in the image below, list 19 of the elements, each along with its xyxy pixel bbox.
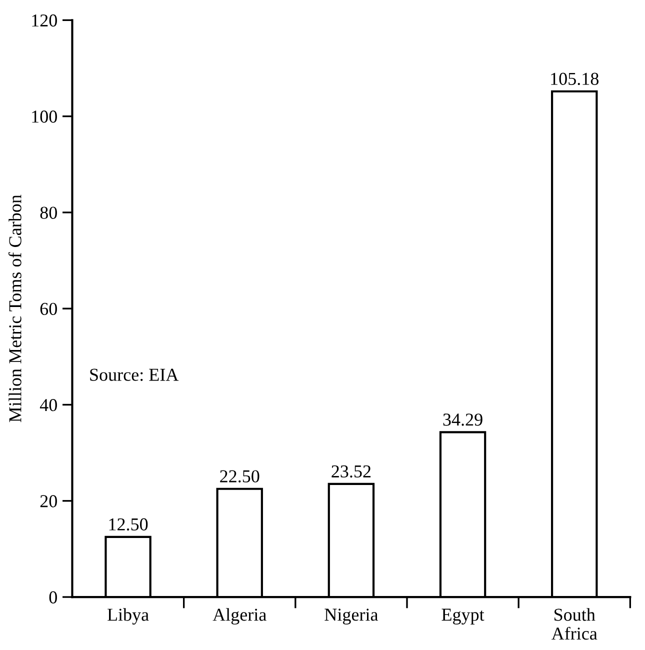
x-tick-label: Nigeria (324, 608, 378, 625)
annotation: Source: EIA (90, 368, 179, 381)
y-tick-label: 0 (49, 591, 57, 604)
y-tick-label: 20 (40, 495, 57, 508)
x-tick-label: South Africa (551, 608, 598, 640)
data-label: 34.29 (443, 414, 482, 426)
y-tick-label: 100 (32, 110, 57, 123)
y-tick-label: 60 (40, 302, 57, 316)
y-axis-title: Million Metric Toms of Carbon (8, 194, 22, 422)
y-tick-label: 40 (40, 398, 57, 412)
data-label: 12.50 (109, 518, 148, 531)
x-tick-label: Egypt (442, 608, 484, 625)
data-label: 105.18 (551, 72, 599, 86)
y-tick-label: 120 (32, 14, 57, 27)
data-label: 22.50 (220, 470, 260, 482)
x-tick-label: Libya (107, 608, 149, 625)
data-label: 23.52 (332, 465, 371, 478)
x-tick-label: Algeria (212, 608, 266, 625)
y-tick-label: 80 (40, 206, 57, 219)
